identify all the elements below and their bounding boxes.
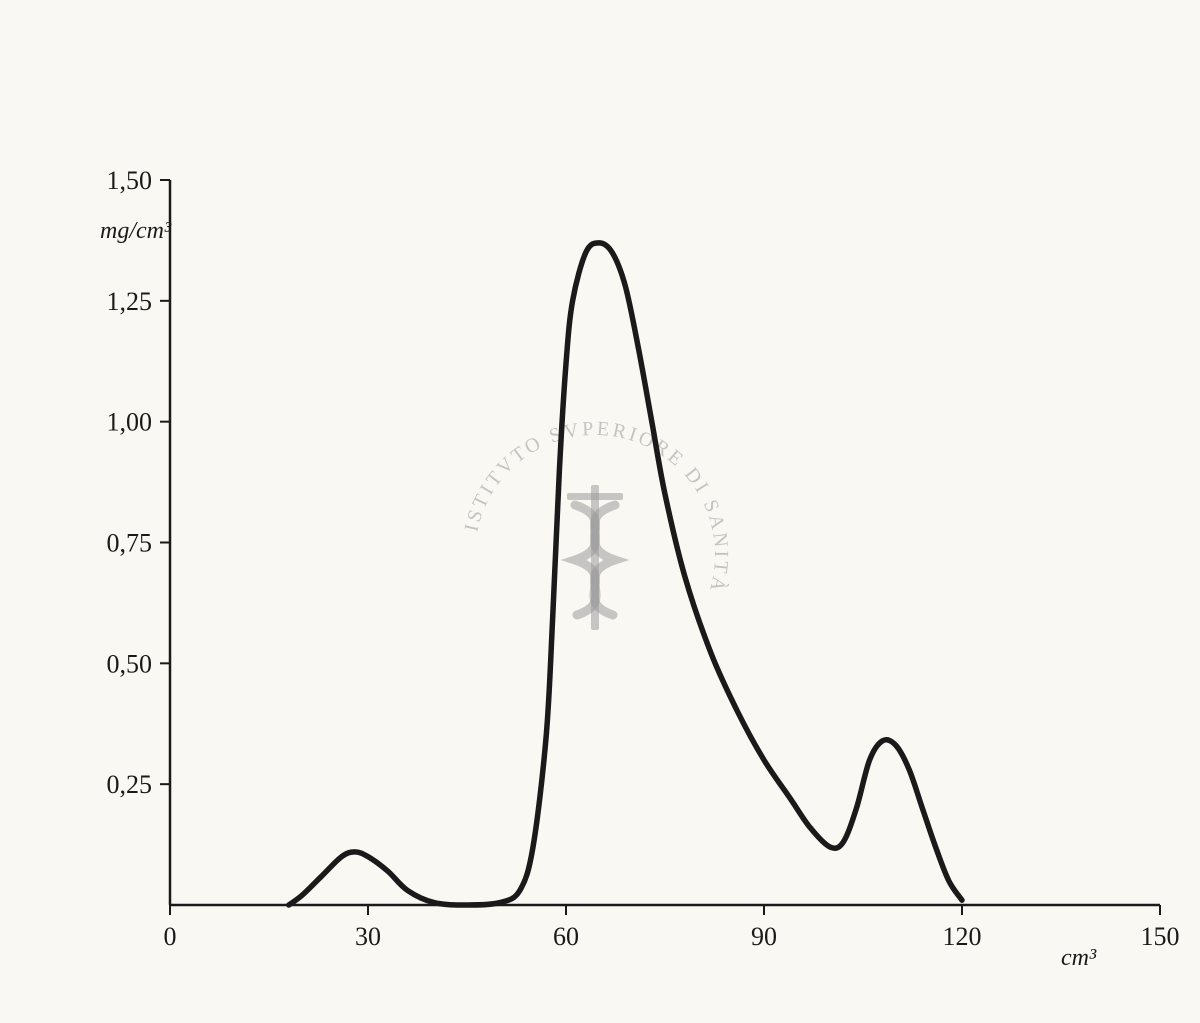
y-tick-label: 1,25 — [107, 287, 153, 316]
chart-svg: ISTITVTO SVPERIORE DI SANITÀ030609012015… — [0, 0, 1200, 1023]
x-tick-label: 120 — [943, 922, 982, 951]
y-tick-label: 1,00 — [107, 408, 153, 437]
y-tick-label: 1,50 — [107, 166, 153, 195]
data-curve — [289, 243, 962, 905]
x-tick-label: 60 — [553, 922, 579, 951]
chart-container: ISTITVTO SVPERIORE DI SANITÀ030609012015… — [0, 0, 1200, 1023]
y-tick-label: 0,50 — [107, 649, 153, 678]
x-tick-label: 0 — [164, 922, 177, 951]
y-tick-label: 0,25 — [107, 770, 153, 799]
x-tick-label: 150 — [1141, 922, 1180, 951]
y-tick-label: 0,75 — [107, 529, 153, 558]
x-tick-label: 90 — [751, 922, 777, 951]
x-axis-label: cm³ — [1061, 945, 1097, 971]
y-axis-label: mg/cm³ — [100, 218, 172, 244]
x-tick-label: 30 — [355, 922, 381, 951]
